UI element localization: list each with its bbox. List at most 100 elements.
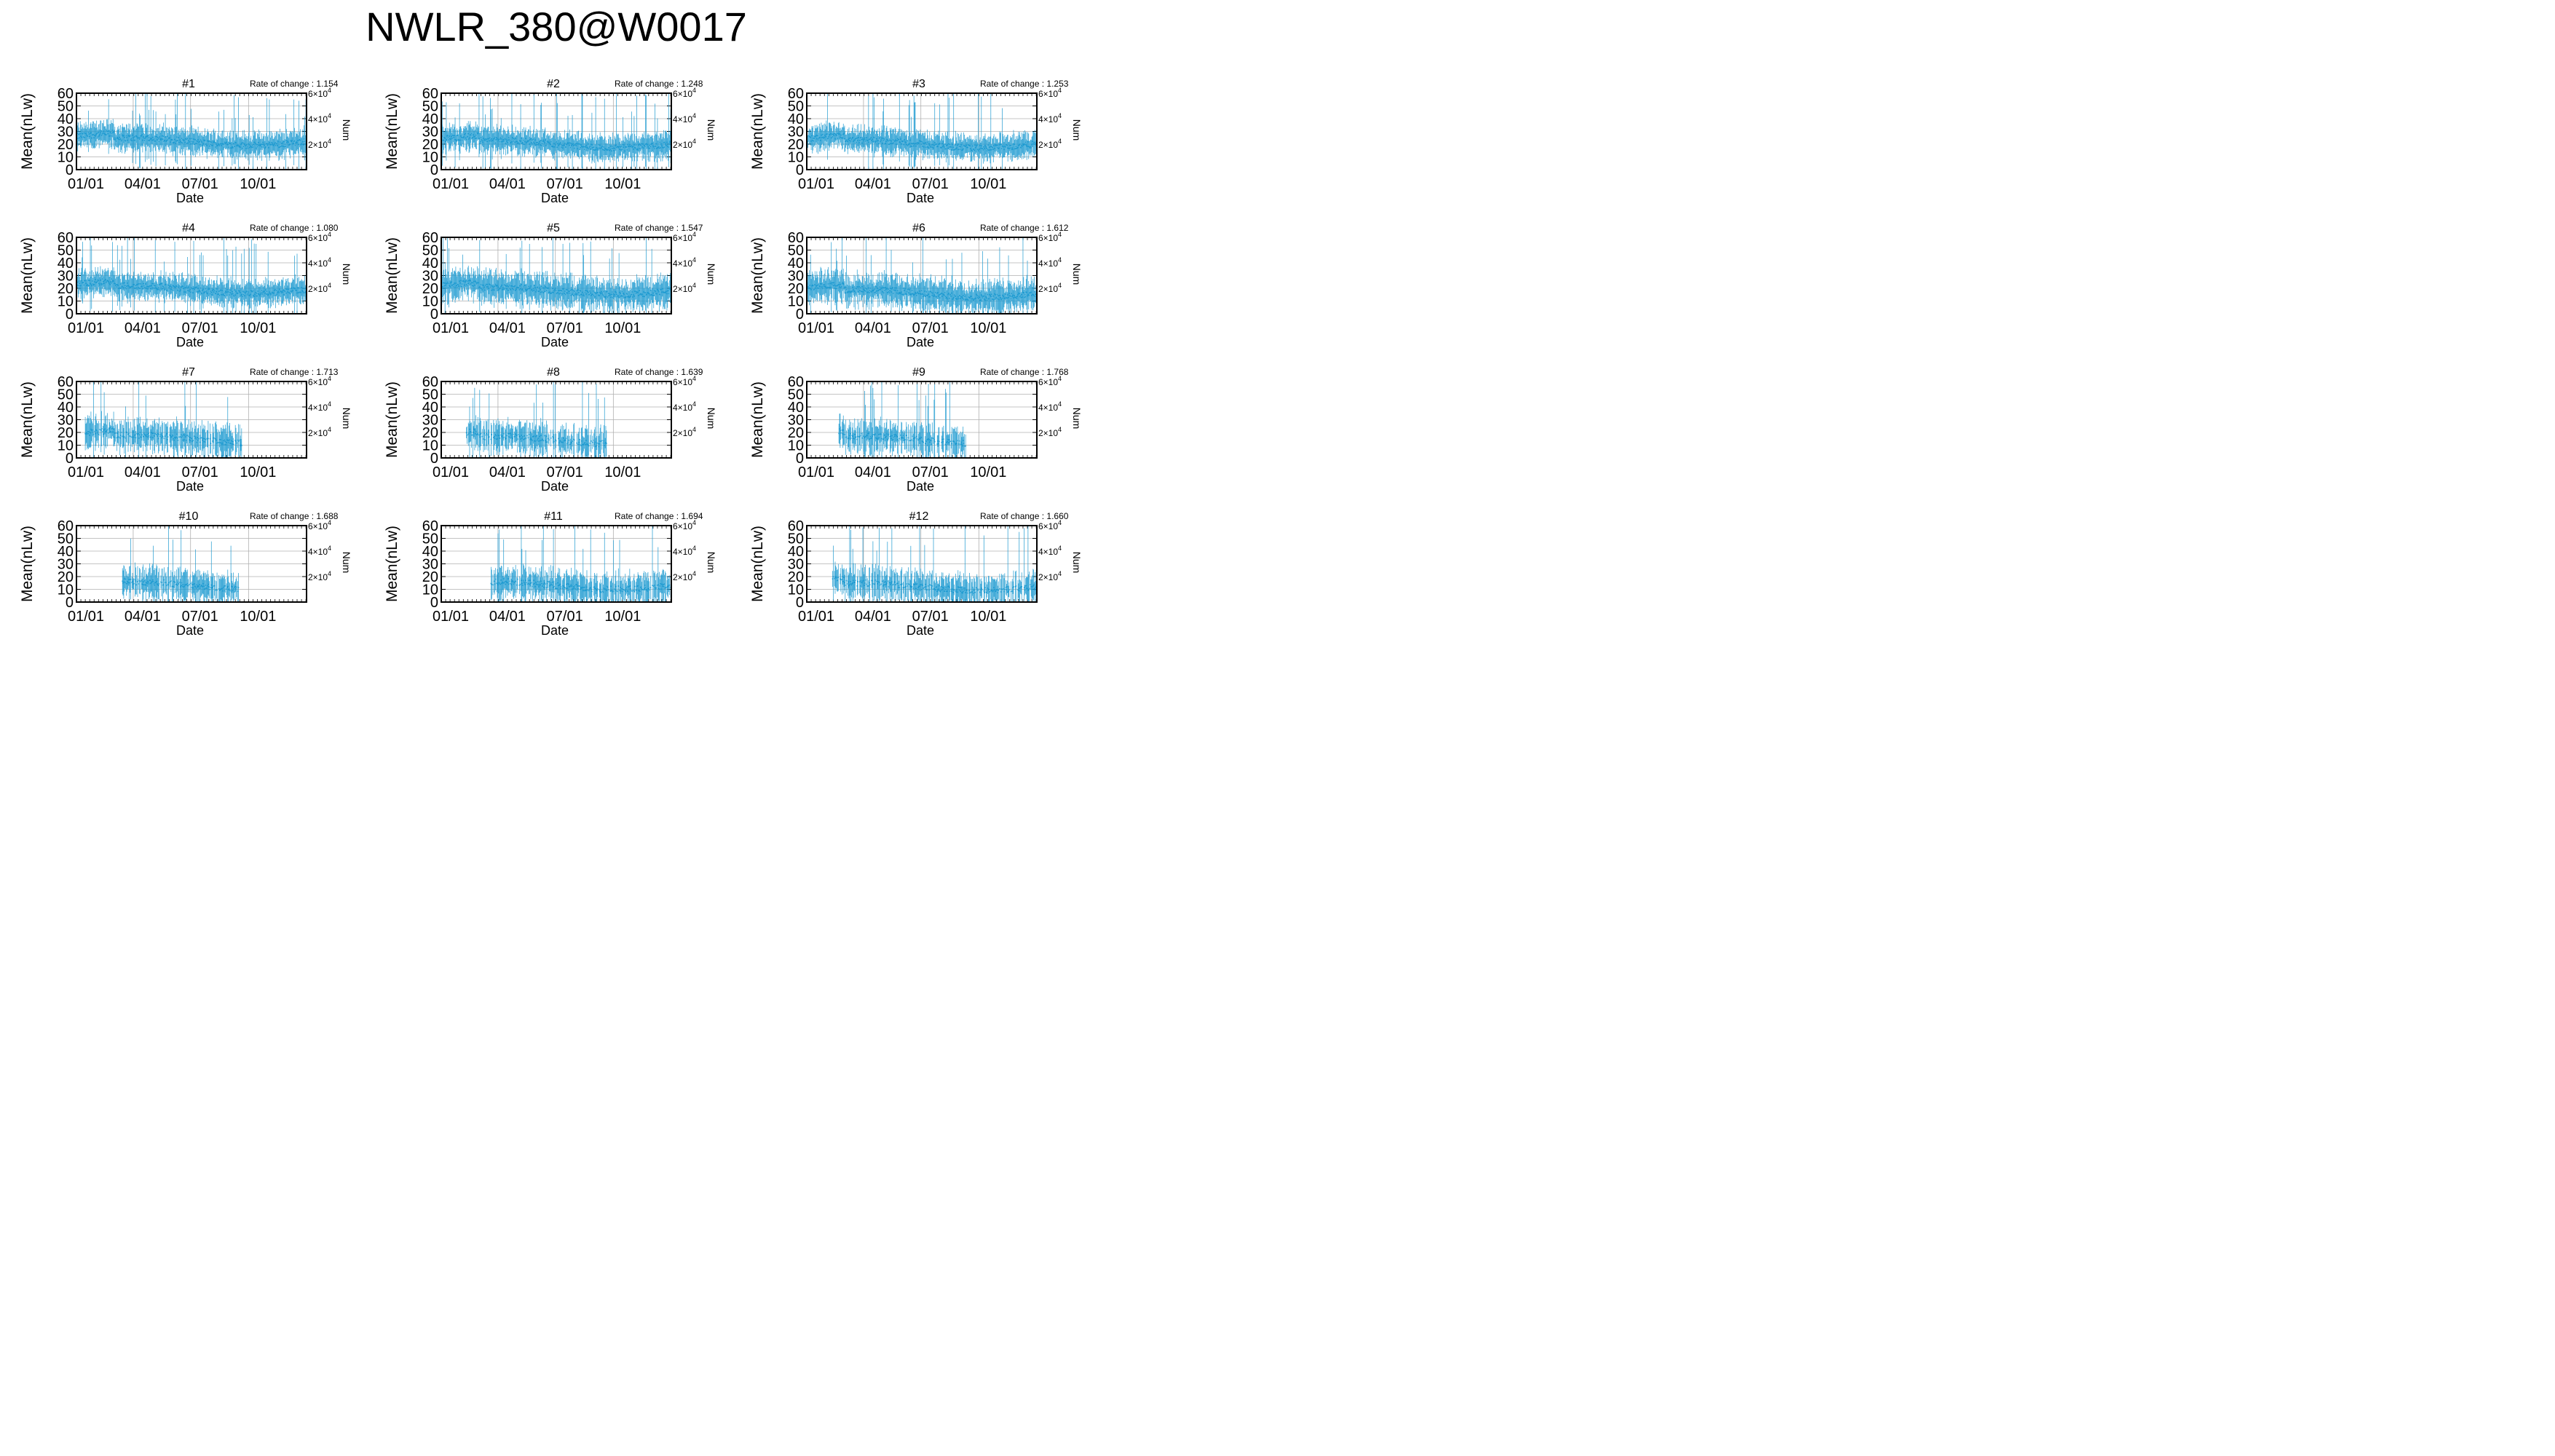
data-point <box>987 149 989 151</box>
data-point <box>491 140 493 141</box>
data-point <box>183 291 185 293</box>
data-point <box>996 146 998 149</box>
data-point <box>469 137 470 139</box>
y-tick-label: 10 <box>58 294 74 310</box>
data-point <box>601 290 602 293</box>
data-point <box>516 141 517 143</box>
data-point <box>899 141 901 143</box>
data-point <box>596 147 599 149</box>
data-point <box>964 145 966 147</box>
data-point <box>114 282 115 284</box>
data-point <box>150 138 151 139</box>
data-point <box>853 289 854 290</box>
data-point <box>572 143 574 145</box>
data-point <box>109 281 111 282</box>
data-point <box>212 290 213 291</box>
data-point <box>218 145 221 147</box>
data-point <box>554 144 556 146</box>
data-point <box>933 296 934 297</box>
data-point <box>459 280 460 282</box>
data-point <box>655 146 657 147</box>
data-point <box>554 146 556 148</box>
data-point <box>815 135 816 138</box>
data-point <box>545 290 548 291</box>
y-tick-label: 60 <box>422 230 438 246</box>
data-point <box>106 130 108 132</box>
data-point <box>475 281 477 283</box>
data-point <box>125 135 127 137</box>
data-point <box>648 144 650 146</box>
data-point <box>942 146 944 147</box>
data-point <box>1011 147 1014 149</box>
data-point <box>164 289 166 290</box>
data-point <box>461 283 463 285</box>
data-point <box>616 296 618 298</box>
data-point <box>210 141 213 143</box>
data-point <box>650 143 652 146</box>
data-point <box>887 139 888 141</box>
data-point <box>907 288 909 290</box>
data-point <box>858 290 861 291</box>
data-point <box>507 141 508 143</box>
data-point <box>924 142 926 143</box>
data-point <box>924 296 926 298</box>
data-point <box>624 150 625 152</box>
data-point <box>302 290 304 293</box>
data-point <box>82 282 84 283</box>
data-point <box>809 285 811 286</box>
data-point <box>939 297 941 298</box>
data-point <box>138 283 140 285</box>
data-point <box>841 283 843 285</box>
data-point <box>284 290 286 293</box>
data-point <box>626 149 628 151</box>
data-point <box>529 138 531 141</box>
data-point <box>575 145 577 146</box>
data-point <box>111 278 113 280</box>
data-point <box>949 146 952 148</box>
data-point <box>224 143 226 144</box>
data-point <box>655 290 657 292</box>
data-point <box>610 293 612 296</box>
data-point <box>273 145 275 146</box>
data-point <box>885 287 887 288</box>
data-point <box>90 137 92 139</box>
data-point <box>590 148 591 150</box>
data-point <box>226 141 227 143</box>
data-point <box>928 143 930 145</box>
data-point <box>928 147 929 149</box>
data-point <box>492 140 494 142</box>
data-point <box>625 146 627 149</box>
data-point <box>999 144 1000 146</box>
data-point <box>604 149 606 151</box>
data-point <box>577 143 580 145</box>
data-point <box>829 282 831 285</box>
data-point <box>451 281 452 283</box>
data-point <box>114 139 117 141</box>
plot-frame <box>441 237 672 314</box>
data-point <box>657 147 658 149</box>
data-point <box>931 146 933 149</box>
x-tick-label: 07/01 <box>182 320 218 336</box>
data-point <box>279 290 281 292</box>
data-point <box>123 287 125 289</box>
data-point <box>628 296 629 297</box>
data-point <box>620 293 621 294</box>
data-point <box>483 285 484 286</box>
data-point <box>125 140 127 142</box>
data-point <box>622 296 624 297</box>
data-point <box>187 142 189 144</box>
data-point <box>480 284 482 285</box>
rate-of-change: Rate of change : 1.080 <box>250 223 339 233</box>
data-point <box>846 292 848 293</box>
data-point <box>592 149 594 151</box>
data-point <box>861 142 863 144</box>
data-point <box>891 142 893 144</box>
data-point <box>296 142 298 143</box>
data-point <box>513 138 516 140</box>
data-point <box>122 282 124 284</box>
data-point <box>136 284 138 286</box>
data-point <box>210 290 212 292</box>
data-point <box>636 149 638 150</box>
data-point <box>933 144 935 146</box>
data-point <box>625 146 628 148</box>
